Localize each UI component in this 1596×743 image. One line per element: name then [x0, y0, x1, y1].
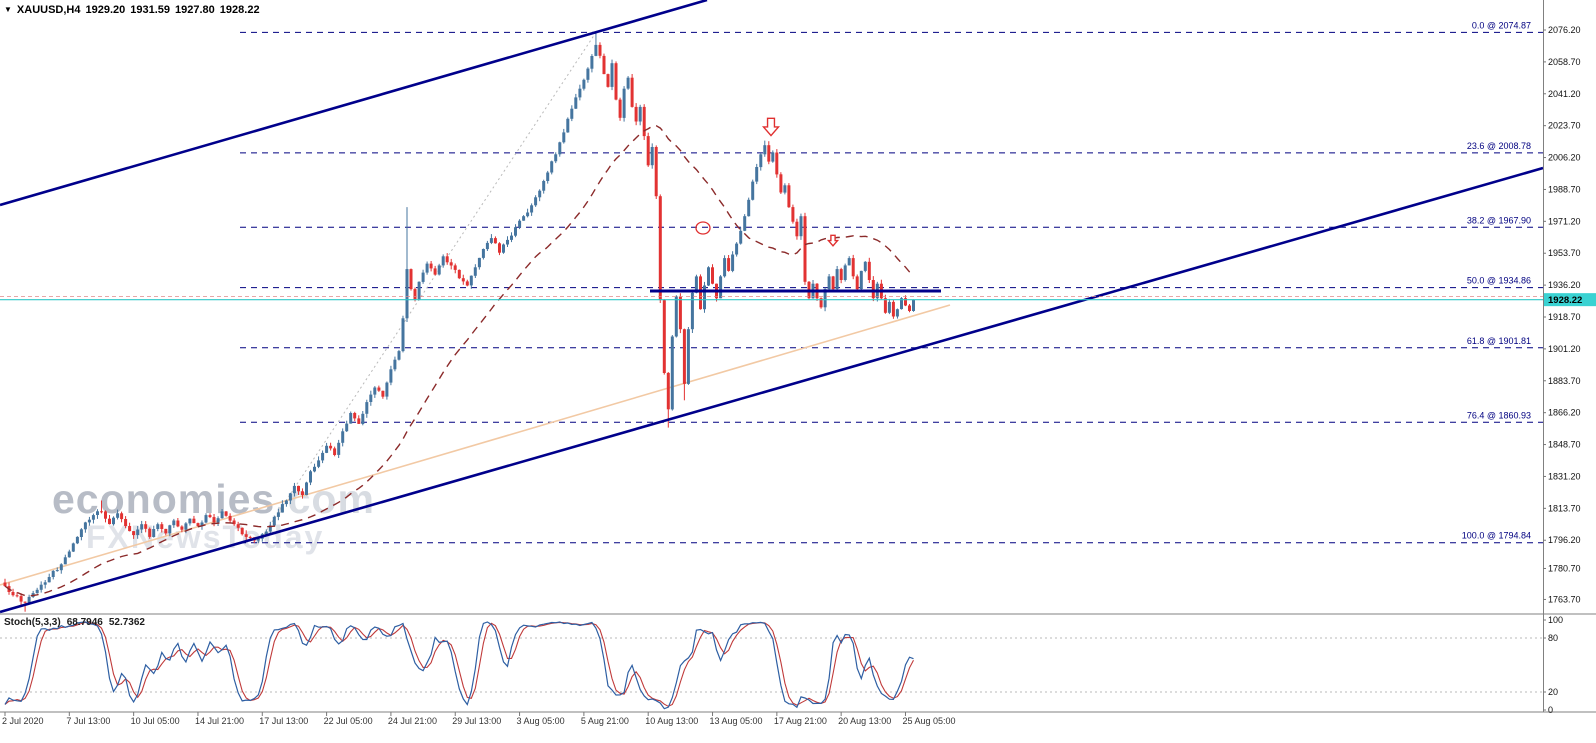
- ohlc-open: 1929.20: [85, 4, 126, 16]
- ohlc-close: 1928.22: [219, 4, 260, 16]
- time-axis[interactable]: 2 Jul 2020 7 Jul 13:00 10 Jul 05:00 14 Jul …: [0, 715, 1596, 731]
- time-label: 17 Aug 21:00: [773, 716, 827, 726]
- stoch-value-signal: 52.7362: [108, 617, 145, 628]
- time-label: 10 Aug 13:00: [645, 716, 699, 726]
- symbol-dropdown-icon[interactable]: ▼: [4, 5, 12, 14]
- price-axis[interactable]: [1543, 0, 1596, 712]
- time-label: 7 Jul 13:00: [66, 716, 111, 726]
- bid-price-tag: 1928.22: [1544, 293, 1596, 307]
- price-axis-label: 1883.70: [1548, 376, 1581, 386]
- orange-trendline: [0, 304, 951, 586]
- fib-label: 38.2 @ 1967.90: [1467, 215, 1531, 225]
- price-axis-label: 1901.20: [1548, 344, 1581, 354]
- candles: [3, 32, 915, 612]
- time-label: 25 Aug 05:00: [902, 716, 956, 726]
- price-axis-label: 1831.20: [1548, 471, 1581, 481]
- stoch-main-line: [4, 621, 914, 710]
- price-axis-label: 2023.70: [1548, 121, 1581, 131]
- price-axis-label: 1866.20: [1548, 408, 1581, 418]
- watermark-brand: economies: [52, 476, 276, 522]
- stoch-name: Stoch(5,3,3): [4, 617, 61, 628]
- fib-label: 100.0 @ 1794.84: [1462, 531, 1531, 541]
- circle-annotation-icon: [695, 221, 711, 235]
- price-axis-label: 2058.70: [1548, 57, 1581, 67]
- fib-anchor-line: [257, 32, 597, 543]
- fib-label: 23.6 @ 2008.78: [1467, 141, 1531, 151]
- ohlc-low: 1927.80: [175, 4, 215, 16]
- price-axis-label: 2006.20: [1548, 153, 1581, 163]
- bid-price-tag-text: 1928.22: [1548, 295, 1582, 306]
- ohlc-high: 1931.59: [130, 4, 171, 16]
- price-axis-label: 1763.70: [1548, 594, 1581, 604]
- price-axis-label: 1813.70: [1548, 503, 1581, 513]
- price-axis-label: 1971.20: [1548, 216, 1581, 226]
- time-label: 10 Jul 05:00: [130, 716, 180, 726]
- plot-area[interactable]: [0, 0, 1543, 614]
- fib-label: 76.4 @ 1860.93: [1467, 410, 1531, 420]
- time-label: 17 Jul 13:00: [259, 716, 309, 726]
- fib-lines: 0.0 @ 2074.87 23.6 @ 2008.78 38.2 @ 1967.9…: [240, 20, 1543, 544]
- stoch-axis-label: 80: [1548, 633, 1558, 643]
- stoch-axis-label: 100: [1548, 615, 1563, 625]
- time-label: 22 Jul 05:00: [323, 716, 373, 726]
- stoch-axis-label: 0: [1548, 705, 1553, 715]
- stoch-value-main: 68.7946: [66, 617, 103, 628]
- symbol-name: XAUUSD,H4: [16, 4, 81, 16]
- time-label: 3 Aug 05:00: [516, 716, 565, 726]
- price-axis-label: 2041.20: [1548, 89, 1581, 99]
- time-ticks: [4, 712, 906, 716]
- price-axis-label: 1988.70: [1548, 184, 1581, 194]
- stoch-indicator-label: Stoch(5,3,3) 68.7946 52.7362: [4, 617, 151, 628]
- time-label: 24 Jul 21:00: [387, 716, 437, 726]
- price-axis-label: 1848.70: [1548, 440, 1581, 450]
- time-label: 29 Jul 13:00: [452, 716, 502, 726]
- ma-line: [4, 124, 914, 597]
- time-label: 5 Aug 21:00: [580, 716, 629, 726]
- price-axis-label: 2076.20: [1548, 25, 1581, 35]
- price-axis-label: 1936.20: [1548, 280, 1581, 290]
- price-axis-label: 1780.70: [1548, 563, 1581, 573]
- stoch-axis-label: 20: [1548, 687, 1558, 697]
- annotations: [695, 117, 840, 247]
- down-arrow-icon: [761, 117, 781, 137]
- time-label: 13 Aug 05:00: [709, 716, 763, 726]
- time-label: 14 Jul 21:00: [194, 716, 244, 726]
- price-axis-label: 1953.70: [1548, 248, 1581, 258]
- down-arrow-icon: [826, 234, 840, 247]
- price-axis-label: 1796.20: [1548, 535, 1581, 545]
- fib-label: 61.8 @ 1901.81: [1467, 336, 1531, 346]
- symbol-header: ▼ XAUUSD,H4 1929.20 1931.59 1927.80 1928.22: [4, 4, 265, 16]
- price-axis-label: 1918.70: [1548, 312, 1581, 322]
- fib-label: 0.0 @ 2074.87: [1472, 20, 1531, 30]
- channel-upper: [0, 0, 708, 207]
- time-label: 2 Jul 2020: [2, 716, 44, 726]
- price-axis-labels: 2076.20 2058.70 2041.20 2023.70 2006.20 1988.…: [1543, 25, 1581, 715]
- separators: [0, 0, 1596, 713]
- channel-lower: [0, 166, 1543, 614]
- time-label: 20 Aug 13:00: [838, 716, 892, 726]
- fib-label: 50.0 @ 1934.86: [1467, 276, 1531, 286]
